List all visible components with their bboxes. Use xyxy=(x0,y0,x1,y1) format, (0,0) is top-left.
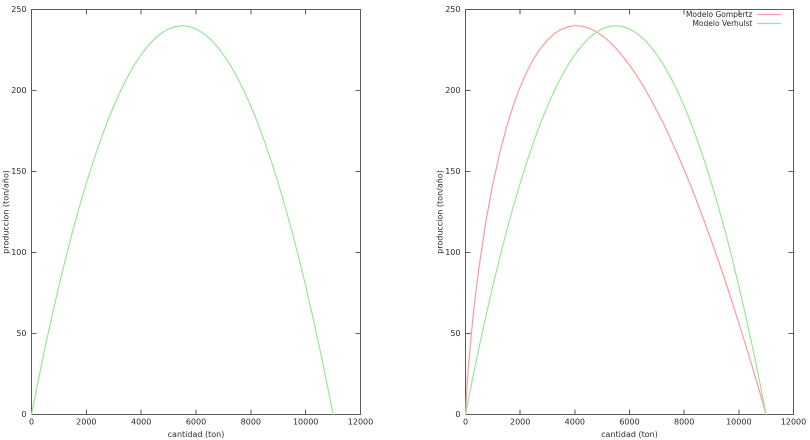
legend-label: Modelo Verhulst xyxy=(692,19,752,28)
y-tick-label: 200 xyxy=(445,86,460,95)
y-tick-label: 250 xyxy=(11,5,26,14)
curve-modelo-verhulst xyxy=(464,25,767,416)
x-tick-label: 10000 xyxy=(726,418,751,427)
y-tick-label: 0 xyxy=(21,410,26,419)
chart-right-model-comparison: 0 2000 4000 6000 8000 10000 12000 0 50 100 150 200 2… xyxy=(436,5,807,439)
x-tick-label: 2000 xyxy=(76,418,96,427)
curve-modelo-gompertz xyxy=(464,25,767,416)
plot-border xyxy=(31,9,361,415)
y-tick-label: 100 xyxy=(11,248,26,257)
x-tick-label: 12000 xyxy=(781,418,806,427)
x-tick-label: 6000 xyxy=(186,418,206,427)
x-tick-label: 0 xyxy=(29,418,34,427)
x-axis-label: cantidad (ton) xyxy=(168,430,225,439)
chart-left-single-model: 0 2000 4000 6000 8000 10000 12000 0 50 100 150 200 2… xyxy=(2,5,374,439)
y-tick-label: 150 xyxy=(11,167,26,176)
x-tick-label: 12000 xyxy=(348,418,373,427)
x-tick-label: 0 xyxy=(463,418,468,427)
y-tick-label: 200 xyxy=(11,86,26,95)
curve-series-0 xyxy=(30,25,334,416)
legend-label: Modelo Gompertz xyxy=(686,10,753,19)
y-tick-label: 0 xyxy=(455,410,460,419)
x-tick-label: 2000 xyxy=(510,418,530,427)
x-tick-label: 4000 xyxy=(131,418,151,427)
plot-border xyxy=(465,9,794,415)
x-tick-label: 4000 xyxy=(565,418,585,427)
y-tick-label: 250 xyxy=(445,5,460,14)
y-tick-label: 50 xyxy=(16,329,26,338)
y-tick-label: 50 xyxy=(450,329,460,338)
y-tick-label: 150 xyxy=(445,167,460,176)
x-tick-label: 8000 xyxy=(241,418,261,427)
x-tick-label: 8000 xyxy=(674,418,694,427)
x-tick-label: 6000 xyxy=(619,418,639,427)
x-axis-label: cantidad (ton) xyxy=(601,430,658,439)
y-tick-label: 100 xyxy=(445,248,460,257)
x-tick-label: 10000 xyxy=(293,418,318,427)
y-axis-label: produccion (ton/año) xyxy=(2,170,11,254)
y-axis-label: produccion (ton/año) xyxy=(436,170,445,254)
